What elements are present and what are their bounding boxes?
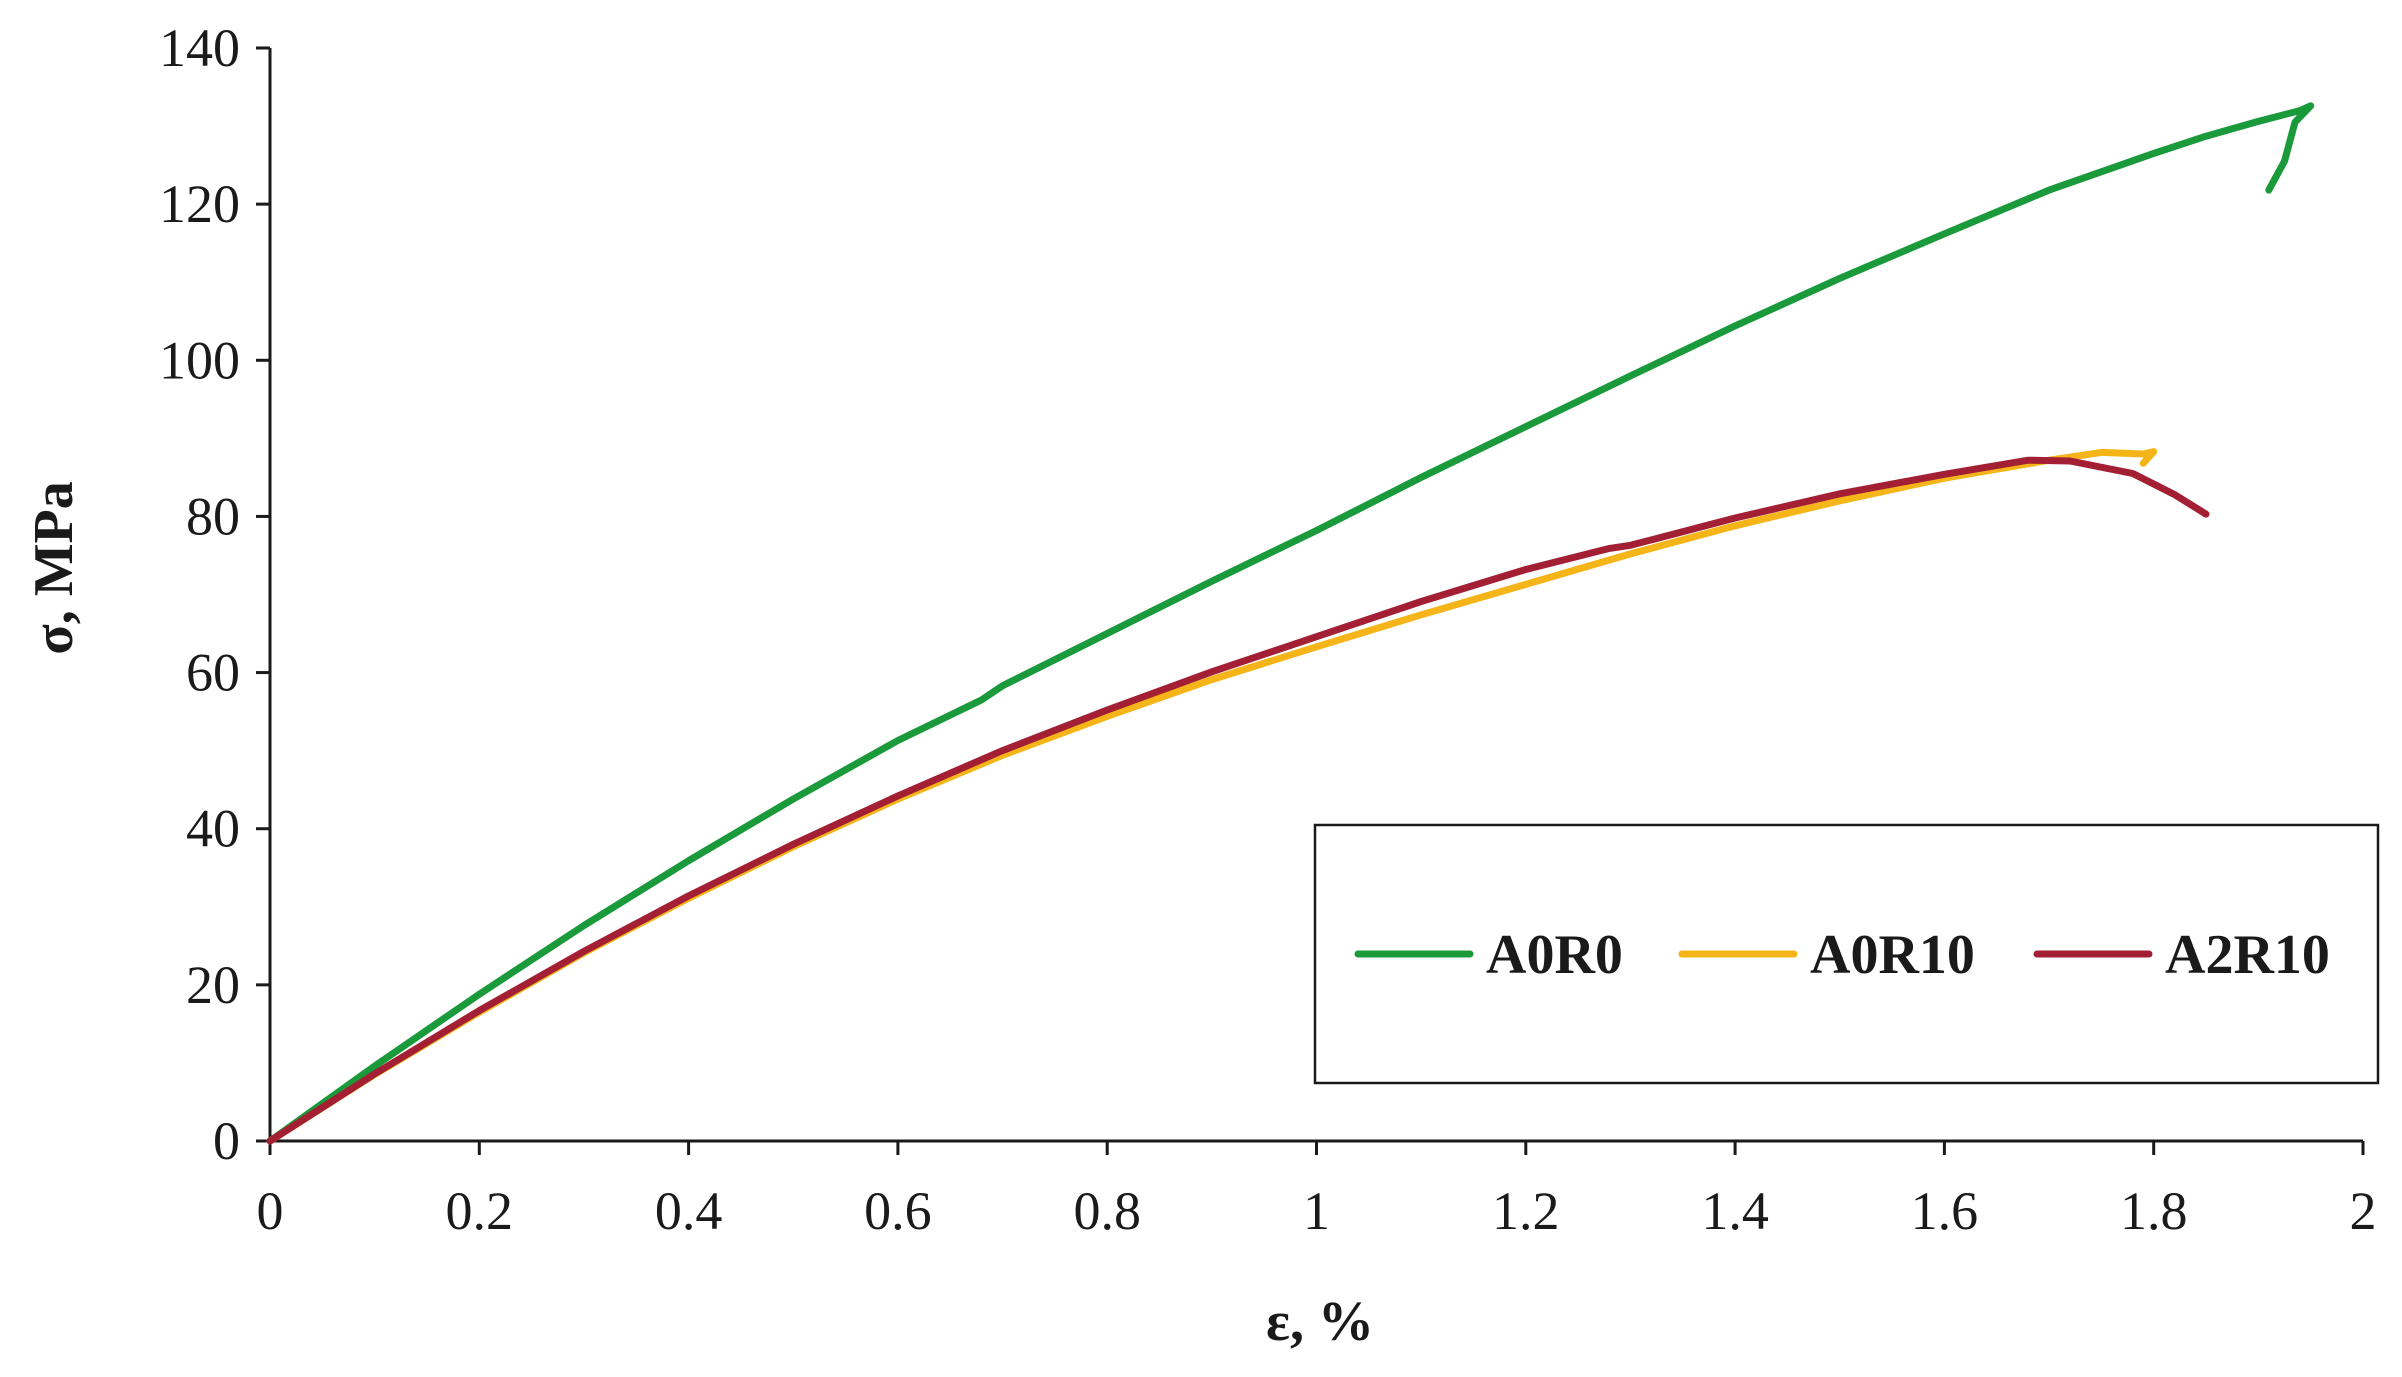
x-tick-label: 0.2: [446, 1181, 514, 1241]
legend-label-a0r10: A0R10: [1810, 924, 1975, 986]
y-tick-label: 0: [213, 1111, 240, 1171]
y-tick-label: 100: [159, 330, 240, 390]
ticks: 0 20 40 60 80 100 120 140 0 0.2 0.4 0.6 0.8 1 1.2 1.4 1.…: [159, 18, 2377, 1241]
x-tick-label: 1.2: [1492, 1181, 1560, 1241]
y-tick-label: 60: [186, 643, 240, 703]
x-tick-label: 1.4: [1701, 1181, 1769, 1241]
legend-box: [1313, 823, 2380, 1085]
y-tick-label: 40: [186, 799, 240, 859]
x-axis-title: ε, %: [1266, 1291, 1374, 1353]
x-tick-label: 0.8: [1073, 1181, 1141, 1241]
y-tick-label: 140: [159, 18, 240, 78]
x-tick-label: 1.8: [2120, 1181, 2188, 1241]
legend: A0R0 A0R10 A2R10: [1313, 823, 2380, 1085]
x-tick-label: 1: [1303, 1181, 1330, 1241]
plot-lines: [266, 102, 2315, 1145]
y-axis-title: σ, MPa: [23, 481, 85, 655]
x-tick-label: 0.6: [864, 1181, 932, 1241]
legend-label-a0r0: A0R0: [1486, 924, 1623, 986]
x-tick-label: 0: [257, 1181, 284, 1241]
series-line-a0r0: [266, 102, 2315, 1145]
x-tick-label: 1.6: [1911, 1181, 1979, 1241]
legend-label-a2r10: A2R10: [2165, 924, 2330, 986]
y-tick-label: 20: [186, 955, 240, 1015]
y-tick-label: 120: [159, 174, 240, 234]
y-tick-label: 80: [186, 486, 240, 546]
x-tick-label: 0.4: [655, 1181, 723, 1241]
series-line-a2r10: [266, 456, 2210, 1145]
x-tick-label: 2: [2350, 1181, 2377, 1241]
